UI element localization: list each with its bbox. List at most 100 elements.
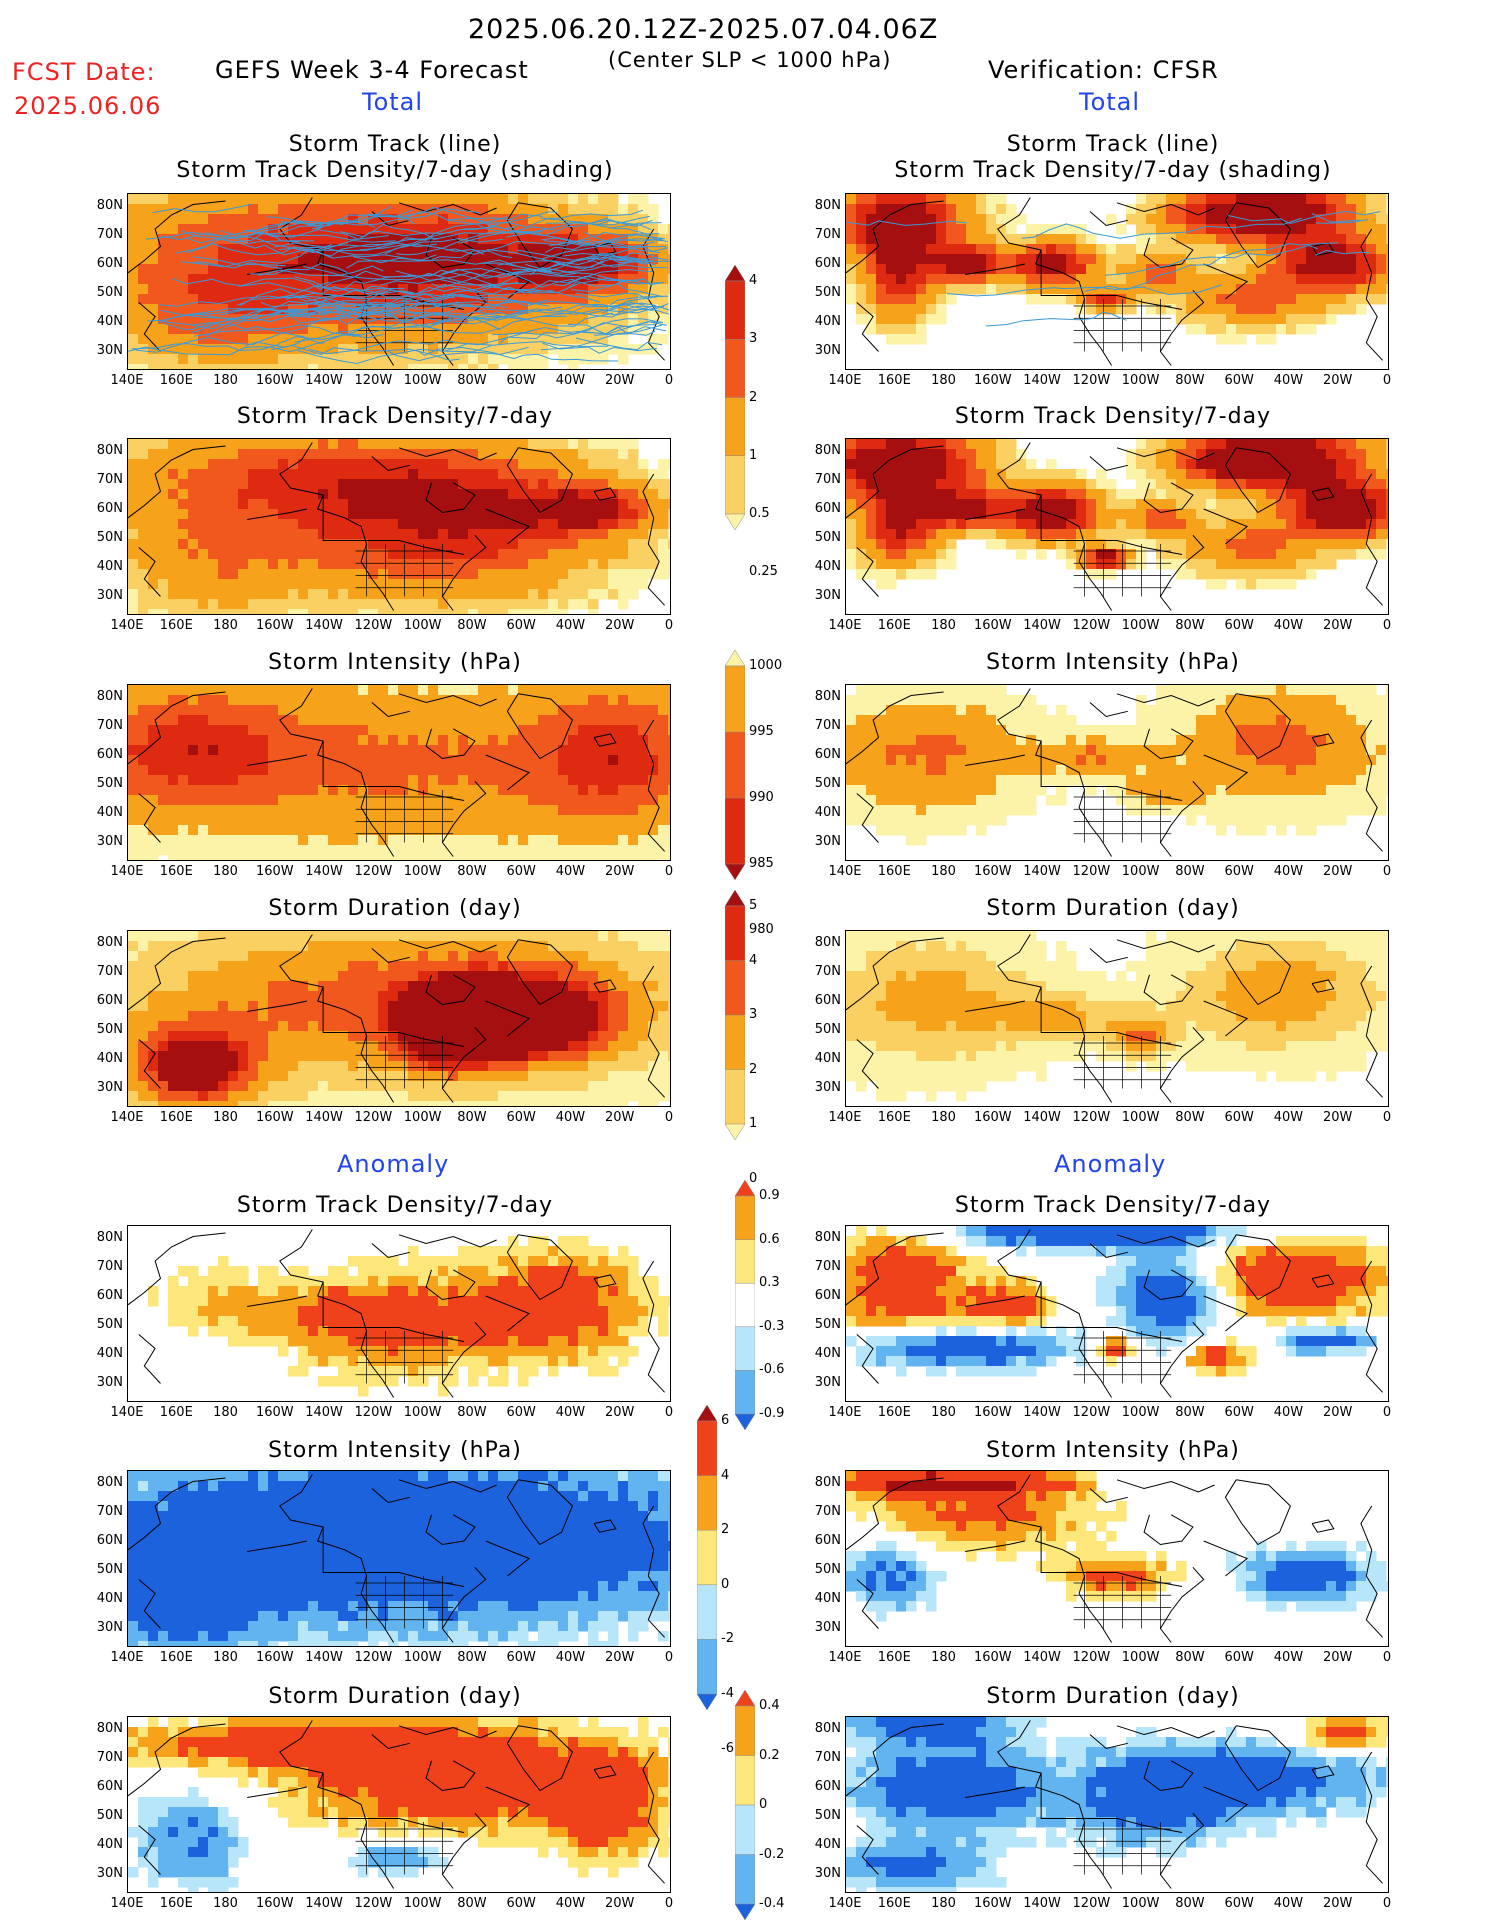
title-left-track-shading: Storm Track Density/7-day (shading) bbox=[115, 158, 675, 184]
lon-label: 160W bbox=[256, 1650, 294, 1665]
lon-label: 160E bbox=[878, 1110, 911, 1125]
lat-label: 40N bbox=[801, 559, 841, 574]
lat-label: 30N bbox=[801, 1080, 841, 1095]
map-panel-aint-0 bbox=[127, 1470, 671, 1647]
map-panel-dur-1 bbox=[845, 930, 1389, 1107]
lon-label: 60W bbox=[506, 1405, 535, 1420]
lon-label: 160E bbox=[160, 1650, 193, 1665]
lat-label: 60N bbox=[801, 501, 841, 516]
map-panel-adens-1 bbox=[845, 1225, 1389, 1402]
lon-label: 120W bbox=[355, 1110, 393, 1125]
lat-label: 30N bbox=[83, 1866, 123, 1881]
colorbar-label: 0.9 bbox=[759, 1188, 780, 1203]
colorbar-label: 995 bbox=[749, 724, 774, 739]
map-panel-adur-0 bbox=[127, 1716, 671, 1893]
lat-label: 30N bbox=[801, 343, 841, 358]
lon-label: 140W bbox=[305, 1110, 343, 1125]
lon-label: 40W bbox=[556, 864, 585, 879]
lon-label: 20W bbox=[605, 373, 634, 388]
lat-label: 30N bbox=[801, 588, 841, 603]
lon-label: 60W bbox=[506, 618, 535, 633]
colorbar-label: 1000 bbox=[749, 658, 782, 673]
lat-label: 70N bbox=[801, 1504, 841, 1519]
lat-label: 40N bbox=[801, 1591, 841, 1606]
lon-label: 140E bbox=[828, 1896, 861, 1911]
lat-label: 70N bbox=[801, 472, 841, 487]
lon-label: 140E bbox=[110, 864, 143, 879]
lon-label: 120W bbox=[1073, 373, 1111, 388]
lat-label: 60N bbox=[83, 1533, 123, 1548]
lon-label: 80W bbox=[1175, 1405, 1204, 1420]
lon-label: 140W bbox=[1023, 1405, 1061, 1420]
lon-label: 0 bbox=[665, 1405, 673, 1420]
lon-label: 100W bbox=[1122, 864, 1160, 879]
lon-label: 120W bbox=[355, 864, 393, 879]
lon-label: 80W bbox=[1175, 373, 1204, 388]
colorbar-label: 0.25 bbox=[749, 564, 778, 579]
lon-label: 140E bbox=[110, 1896, 143, 1911]
lon-label: 60W bbox=[1224, 1896, 1253, 1911]
colorbar-label: 4 bbox=[749, 953, 757, 968]
colorbar-label: 4 bbox=[749, 273, 757, 288]
map-field-track-1 bbox=[846, 194, 1388, 369]
lat-label: 80N bbox=[801, 935, 841, 950]
lon-label: 80W bbox=[457, 1896, 486, 1911]
lon-label: 140E bbox=[110, 1110, 143, 1125]
right-anomaly-label: Anomaly bbox=[1054, 1150, 1166, 1178]
lon-label: 0 bbox=[665, 1896, 673, 1911]
lon-label: 160W bbox=[256, 864, 294, 879]
lat-label: 70N bbox=[801, 227, 841, 242]
colorbar-label: -6 bbox=[721, 1741, 734, 1756]
map-panel-adens-0 bbox=[127, 1225, 671, 1402]
lon-label: 20W bbox=[1323, 864, 1352, 879]
lon-label: 100W bbox=[1122, 1896, 1160, 1911]
lon-label: 160W bbox=[974, 1405, 1012, 1420]
lon-label: 0 bbox=[1383, 1405, 1391, 1420]
title-right-density-anom: Storm Track Density/7-day bbox=[833, 1193, 1393, 1219]
lon-label: 140W bbox=[1023, 1110, 1061, 1125]
lon-label: 140W bbox=[1023, 618, 1061, 633]
colorbar-label: 2 bbox=[749, 1062, 757, 1077]
lat-label: 60N bbox=[83, 1779, 123, 1794]
lon-label: 160E bbox=[878, 1650, 911, 1665]
title-right-duration: Storm Duration (day) bbox=[833, 896, 1393, 922]
lon-label: 80W bbox=[1175, 618, 1204, 633]
lon-label: 0 bbox=[1383, 618, 1391, 633]
lon-label: 180 bbox=[213, 864, 238, 879]
lat-label: 80N bbox=[801, 198, 841, 213]
colorbar-label: 990 bbox=[749, 790, 774, 805]
lon-label: 80W bbox=[1175, 1650, 1204, 1665]
lon-label: 160W bbox=[256, 618, 294, 633]
lon-label: 120W bbox=[1073, 1405, 1111, 1420]
title-right-intensity: Storm Intensity (hPa) bbox=[833, 650, 1393, 676]
colorbar-label: 3 bbox=[749, 1007, 757, 1022]
map-field-track-0 bbox=[128, 194, 670, 369]
lon-label: 40W bbox=[556, 373, 585, 388]
lon-label: 20W bbox=[1323, 373, 1352, 388]
colorbar-label: 1 bbox=[749, 1116, 757, 1131]
lon-label: 140E bbox=[828, 373, 861, 388]
lon-label: 0 bbox=[1383, 373, 1391, 388]
lon-label: 100W bbox=[404, 864, 442, 879]
lon-label: 140E bbox=[828, 1405, 861, 1420]
lon-label: 160E bbox=[160, 1405, 193, 1420]
lat-label: 80N bbox=[83, 1721, 123, 1736]
colorbar-label: -4 bbox=[721, 1686, 734, 1701]
colorbar-label: 2 bbox=[749, 390, 757, 405]
lat-label: 60N bbox=[83, 501, 123, 516]
period-title: 2025.06.20.12Z-2025.07.04.06Z bbox=[468, 14, 938, 45]
lat-label: 80N bbox=[801, 1230, 841, 1245]
colorbar-label: -0.3 bbox=[759, 1319, 784, 1334]
lat-label: 80N bbox=[83, 935, 123, 950]
lon-label: 20W bbox=[605, 618, 634, 633]
lon-label: 20W bbox=[1323, 1896, 1352, 1911]
lon-label: 180 bbox=[213, 618, 238, 633]
map-field-adens-1 bbox=[846, 1226, 1388, 1401]
lon-label: 120W bbox=[355, 1896, 393, 1911]
lat-label: 30N bbox=[83, 1080, 123, 1095]
map-panel-dur-0 bbox=[127, 930, 671, 1107]
lon-label: 160W bbox=[974, 618, 1012, 633]
lat-label: 70N bbox=[801, 1750, 841, 1765]
fcst-date-label: FCST Date: bbox=[12, 58, 156, 86]
